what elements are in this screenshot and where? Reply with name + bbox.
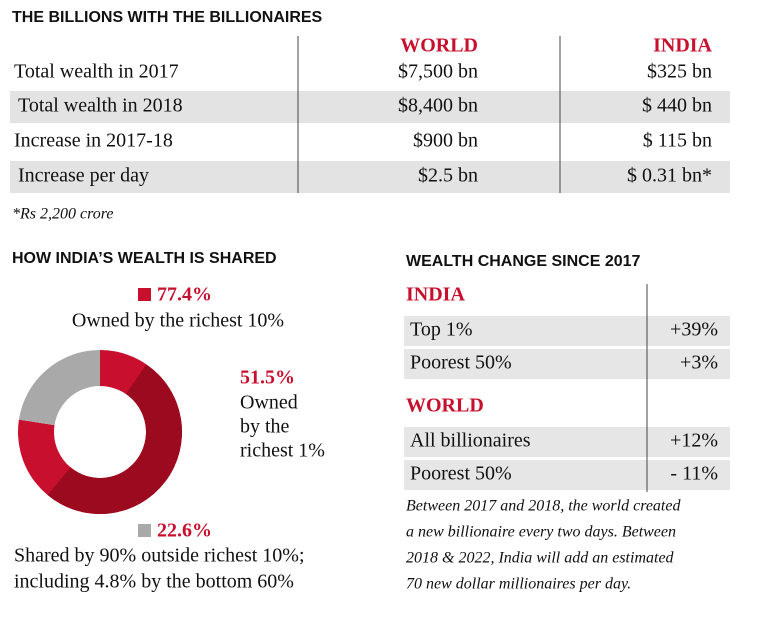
legend-swatch	[138, 288, 151, 301]
legend-swatch	[138, 524, 151, 537]
cell: $7,500 bn	[398, 61, 478, 83]
note-line: 2018 & 2022, India will add an estimated	[406, 550, 675, 567]
change-title: WEALTH CHANGE SINCE 2017	[406, 253, 641, 270]
row-label: Increase in 2017-18	[14, 130, 173, 152]
group-name: INDIA	[406, 284, 465, 306]
row-label: Poorest 50%	[410, 463, 512, 485]
row-shade	[404, 349, 730, 379]
row-label: Total wealth in 2018	[18, 95, 183, 117]
cell: $ 0.31 bn*	[627, 165, 712, 187]
cell: +12%	[670, 430, 718, 452]
note-line: Between 2017 and 2018, the world created	[406, 498, 681, 515]
share-title: HOW INDIA’S WEALTH IS SHARED	[12, 250, 277, 267]
cell: $ 115 bn	[643, 130, 712, 152]
cell: $325 bn	[647, 61, 712, 83]
share-text: Shared by 90% outside richest 10%;	[14, 545, 305, 567]
cell: $900 bn	[413, 130, 478, 152]
row-label: All billionaires	[410, 430, 531, 452]
donut-segment	[47, 364, 183, 515]
cell: $2.5 bn	[418, 165, 478, 187]
table-title: THE BILLIONS WITH THE BILLIONAIRES	[12, 9, 323, 26]
footnote: *Rs 2,200 crore	[12, 206, 113, 223]
note-line: 70 new dollar millionaires per day.	[406, 576, 631, 593]
share-text: including 4.8% by the bottom 60%	[14, 571, 294, 593]
row-shade	[404, 427, 730, 457]
row-shade	[10, 161, 730, 193]
group-name: WORLD	[406, 395, 484, 417]
row-shade	[404, 316, 730, 346]
share-text: Owned by the richest 10%	[72, 310, 284, 332]
share-text: richest 1%	[240, 440, 325, 462]
row-label: Increase per day	[18, 165, 149, 187]
cell: +39%	[670, 319, 718, 341]
column-header: INDIA	[653, 35, 712, 57]
share-label: 51.5%	[240, 367, 295, 389]
row-shade	[10, 91, 730, 123]
column-header: WORLD	[400, 35, 478, 57]
donut-segment	[18, 350, 100, 426]
share-text: Owned	[240, 392, 298, 414]
share-label: 77.4%	[157, 284, 212, 306]
row-label: Poorest 50%	[410, 352, 512, 374]
cell: $ 440 bn	[642, 95, 712, 117]
cell: +3%	[680, 352, 718, 374]
share-text: by the	[240, 416, 290, 438]
row-shade	[404, 460, 730, 490]
row-label: Top 1%	[410, 319, 472, 341]
share-label: 22.6%	[157, 520, 212, 542]
cell: - 11%	[670, 463, 718, 485]
note-line: a new billionaire every two days. Betwee…	[406, 524, 676, 541]
cell: $8,400 bn	[398, 95, 478, 117]
row-label: Total wealth in 2017	[14, 61, 179, 83]
